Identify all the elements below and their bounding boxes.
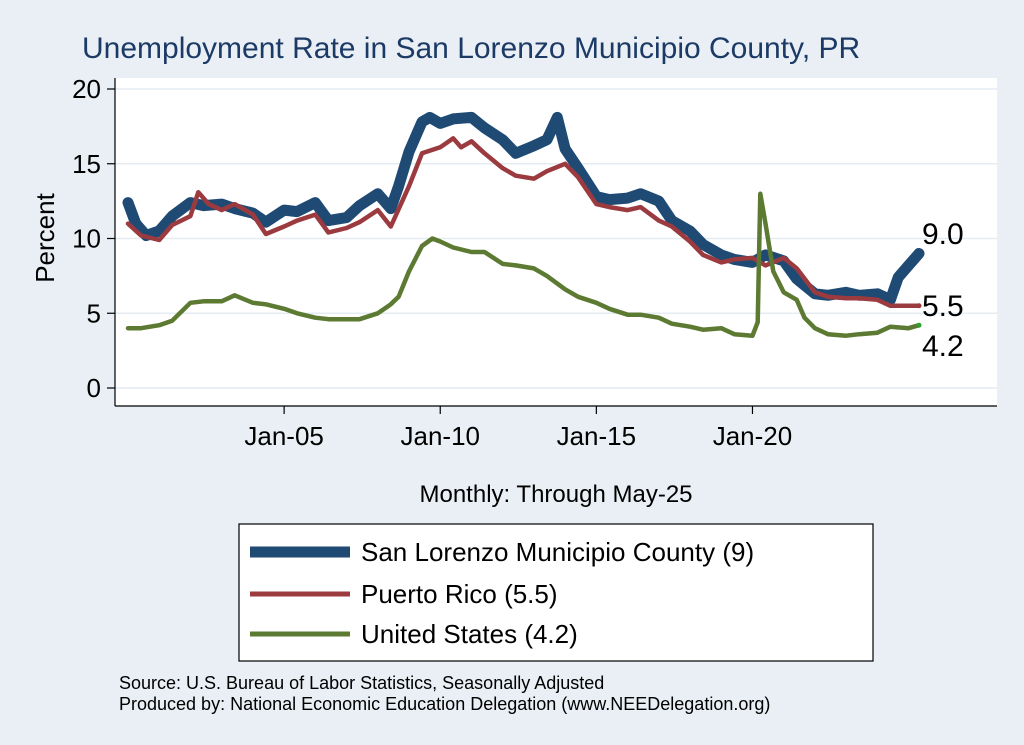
grid	[115, 88, 997, 389]
x-tick-label: Jan-05	[244, 421, 324, 451]
source-line-2: Produced by: National Economic Education…	[119, 694, 770, 714]
series-end-marker	[916, 250, 922, 256]
legend-label: San Lorenzo Municipio County (9)	[361, 537, 754, 567]
series-end-label: 9.0	[922, 218, 964, 251]
series-end-label: 4.2	[922, 330, 964, 363]
series-lines	[122, 111, 925, 338]
end-labels: 9.0 5.5 4.2	[916, 218, 964, 363]
x-tick-label: Jan-15	[557, 421, 637, 451]
series-end-marker	[916, 322, 922, 328]
y-tick-label: 10	[72, 224, 101, 254]
y-axis-title: Percent	[30, 192, 60, 282]
series-end-label: 5.5	[922, 290, 964, 323]
y-ticks: 0 5 10 15 20	[72, 74, 115, 403]
y-tick-label: 15	[72, 149, 101, 179]
legend: San Lorenzo Municipio County (9) Puerto R…	[250, 537, 754, 649]
series-line-0	[122, 111, 925, 306]
y-tick-label: 20	[72, 74, 101, 104]
legend-label: Puerto Rico (5.5)	[361, 579, 558, 609]
legend-label: United States (4.2)	[361, 619, 578, 649]
y-tick-label: 5	[87, 298, 101, 328]
y-tick-label: 0	[87, 373, 101, 403]
x-axis-note: Monthly: Through May-25	[419, 481, 692, 508]
chart-title: Unemployment Rate in San Lorenzo Municip…	[82, 32, 860, 65]
series-end-marker	[916, 303, 922, 309]
series-line-2	[125, 191, 922, 338]
x-tick-label: Jan-20	[713, 421, 793, 451]
x-ticks: Jan-05 Jan-10 Jan-15 Jan-20	[244, 406, 792, 451]
x-tick-label: Jan-10	[400, 421, 480, 451]
series-line-1	[125, 136, 922, 309]
source-line-1: Source: U.S. Bureau of Labor Statistics,…	[119, 673, 604, 693]
